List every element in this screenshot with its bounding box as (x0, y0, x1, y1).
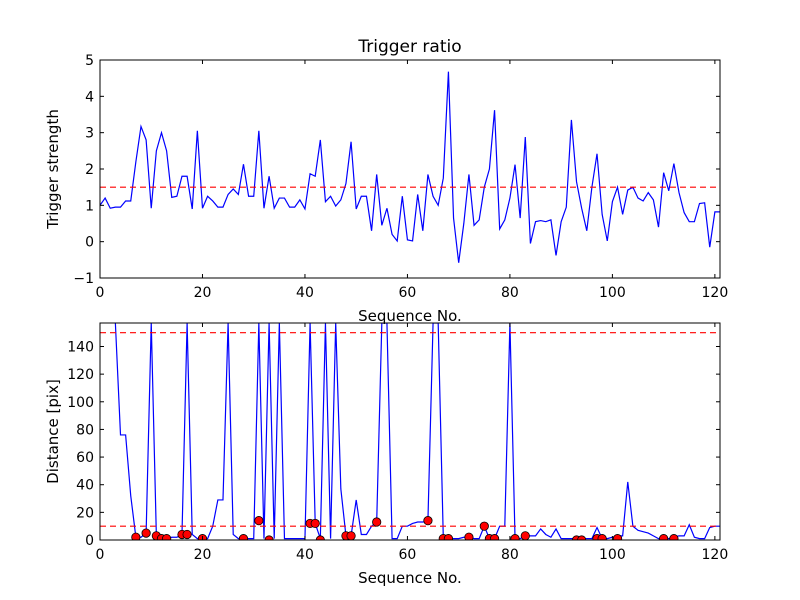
distance-axes-frame (99, 322, 721, 541)
y-tick-label: 0 (85, 533, 94, 549)
y-tick-label: 60 (76, 450, 94, 466)
x-tick-label: 80 (501, 285, 519, 301)
data-point (310, 518, 320, 529)
y-tick-label: 4 (85, 89, 94, 105)
data-point (131, 532, 141, 540)
data-point (443, 534, 454, 540)
data-point (162, 534, 172, 540)
y-tick-label: −1 (73, 271, 94, 287)
x-tick-label: 120 (702, 547, 729, 563)
y-tick-label: 0 (85, 235, 94, 251)
data-point (182, 529, 192, 540)
distance-y-axis-label: Distance [pix] (44, 379, 62, 484)
y-tick-label: 5 (85, 53, 94, 69)
data-point (520, 531, 530, 540)
x-tick-label: 80 (501, 547, 519, 563)
data-point (254, 516, 264, 526)
x-tick-label: 100 (599, 285, 626, 301)
x-tick-label: 100 (599, 547, 626, 563)
y-tick-label: 40 (76, 478, 94, 494)
x-tick-label: 40 (296, 285, 314, 301)
x-tick-label: 0 (96, 547, 105, 563)
y-tick-label: 120 (67, 367, 94, 383)
trigger-series-line (100, 71, 720, 263)
data-point (612, 534, 623, 540)
data-point (372, 517, 382, 527)
x-tick-label: 60 (399, 547, 417, 563)
trigger-plot-area (100, 71, 720, 263)
data-point (510, 534, 520, 540)
data-point (141, 528, 151, 538)
x-tick-label: 120 (702, 285, 729, 301)
y-tick-label: 20 (76, 505, 94, 521)
data-point (659, 534, 669, 540)
chart-title: Trigger ratio (357, 37, 461, 57)
x-tick-label: 20 (194, 285, 212, 301)
data-point (238, 534, 249, 540)
data-point (669, 534, 679, 540)
distance-ticks: 0 20 40 60 80 100 120 0 20 40 60 80 100 120 140 (67, 323, 728, 563)
y-tick-label: 2 (85, 162, 94, 178)
data-point (479, 521, 489, 531)
data-point (346, 531, 356, 540)
x-tick-label: 60 (399, 285, 417, 301)
trigger-y-axis-label: Trigger strength (44, 109, 62, 230)
y-tick-label: 3 (85, 126, 94, 142)
data-point (489, 534, 500, 540)
x-tick-label: 40 (296, 547, 314, 563)
y-tick-label: 80 (76, 422, 94, 438)
y-tick-label: 1 (85, 198, 94, 214)
x-tick-label: 20 (194, 547, 212, 563)
data-point (423, 516, 433, 526)
distance-chart: 0 20 40 60 80 100 120 0 20 40 60 80 100 120 140 Sequen… (44, 322, 728, 587)
data-point (464, 532, 474, 540)
distance-x-axis-label: Sequence No. (358, 569, 462, 587)
y-tick-label: 100 (67, 395, 94, 411)
x-tick-label: 0 (96, 285, 105, 301)
distance-plot-area (100, 323, 720, 540)
y-tick-label: 140 (67, 339, 94, 355)
trigger-x-axis-label: Sequence No. (358, 307, 462, 325)
data-point (597, 534, 607, 540)
